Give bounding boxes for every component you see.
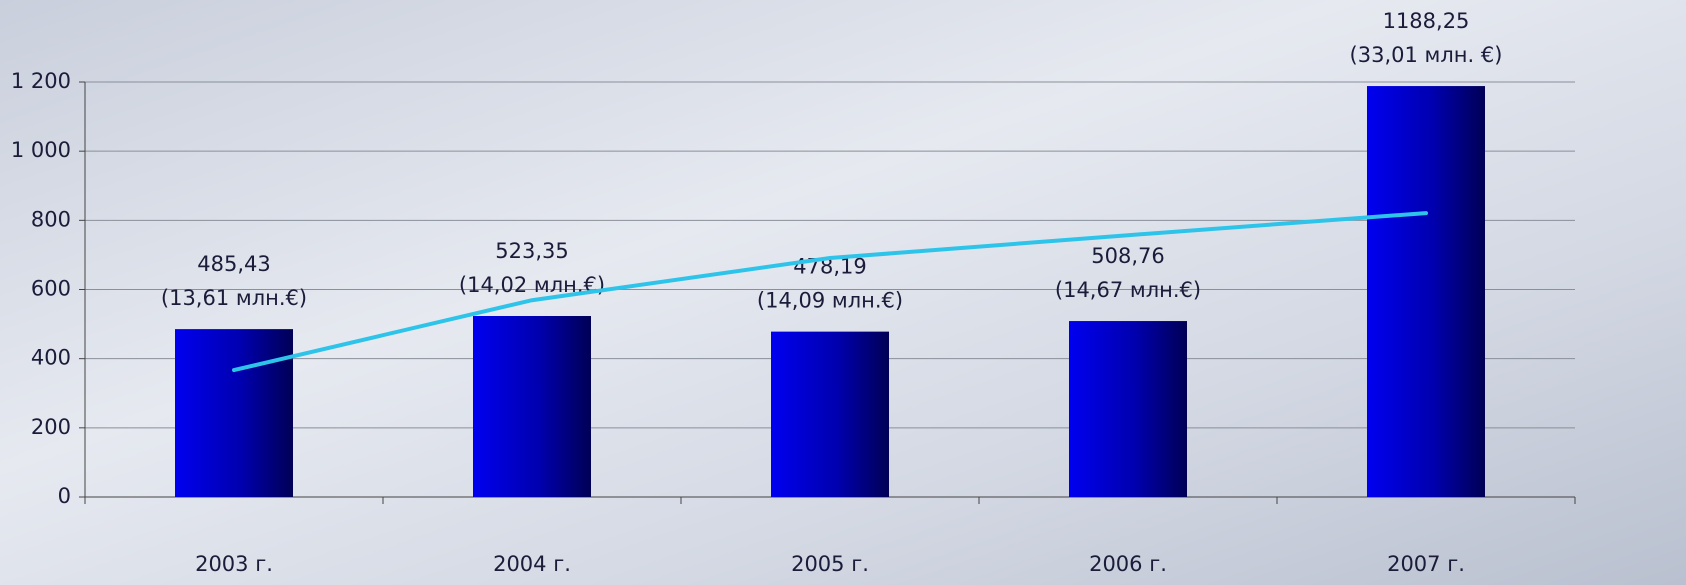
y-tick-label: 800: [31, 207, 71, 231]
x-tick-label: 2003 г.: [195, 552, 273, 576]
y-tick-label: 200: [31, 415, 71, 439]
value-sublabel: (14,09 млн.€): [757, 289, 903, 313]
value-label: 523,35: [495, 239, 568, 263]
value-sublabel: (14,67 млн.€): [1055, 278, 1201, 302]
x-tick-label: 2006 г.: [1089, 552, 1167, 576]
y-tick-label: 0: [58, 484, 71, 508]
value-sublabel: (13,61 млн.€): [161, 286, 307, 310]
value-label: 508,76: [1091, 244, 1164, 268]
x-tick-label: 2004 г.: [493, 552, 571, 576]
y-tick-label: 1 200: [11, 69, 71, 93]
x-tick-label: 2007 г.: [1387, 552, 1465, 576]
y-tick-label: 1 000: [11, 138, 71, 162]
chart: 0 200 400 600 800 1 000 1 200 2003 г. 2004 г. 200…: [0, 0, 1686, 585]
value-sublabel: (33,01 млн. €): [1350, 43, 1503, 67]
y-tick-label: 600: [31, 277, 71, 301]
value-label: 1188,25: [1383, 9, 1470, 33]
y-tick-label: 400: [31, 346, 71, 370]
bar: [473, 316, 591, 497]
bar: [1367, 86, 1485, 497]
bar: [1069, 321, 1187, 497]
x-tick-label: 2005 г.: [791, 552, 869, 576]
value-label: 485,43: [197, 252, 270, 276]
bar: [771, 332, 889, 497]
bar: [175, 329, 293, 497]
